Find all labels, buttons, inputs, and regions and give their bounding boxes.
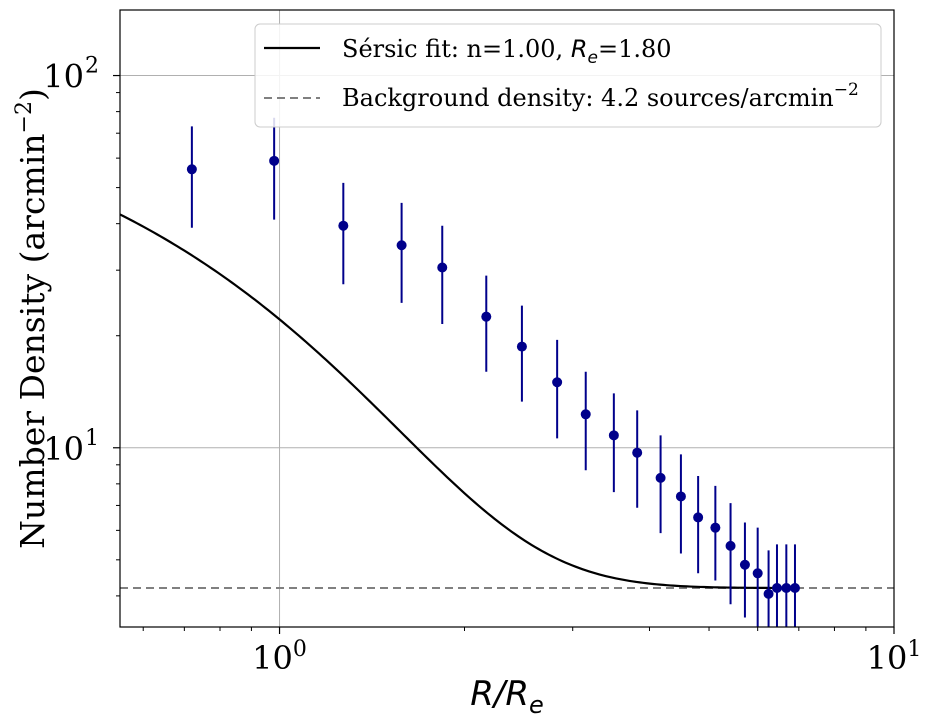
y-tick-label-0: 10 <box>43 430 84 468</box>
data-point-2 <box>338 220 349 231</box>
x-tick-label-exp: 1 <box>907 637 921 662</box>
x-axis-label-base: R/R <box>470 674 529 714</box>
data-point-3 <box>396 240 407 251</box>
x-tick-label-0: 100 <box>252 637 307 677</box>
legend-fit-label-sub: e <box>588 48 598 68</box>
y-tick-label-base: 10 <box>43 430 84 468</box>
y-tick-label-exp-1: 2 <box>85 54 99 79</box>
legend-background-label-main: Background density: 4.2 sources/arcmin <box>342 84 834 112</box>
data-point-15 <box>725 540 736 551</box>
legend-fit-label-prefix: Sérsic fit: n=1.00, <box>342 35 571 63</box>
data-point-14 <box>710 522 721 533</box>
x-tick-label-1: 101 <box>867 637 922 677</box>
data-point-7 <box>552 377 563 388</box>
x-axis-label: R/Re <box>470 674 543 719</box>
x-tick-label-base: 10 <box>867 639 908 677</box>
y-tick-label-1: 10 <box>43 58 84 96</box>
legend: Sérsic fit: n=1.00, Re=1.80 Background d… <box>254 23 882 128</box>
data-point-6 <box>516 341 527 352</box>
x-axis-label-sub: e <box>529 691 544 719</box>
legend-background-label-exp: −2 <box>834 80 859 100</box>
data-point-4 <box>437 262 448 273</box>
data-point-10 <box>632 447 643 458</box>
data-point-19 <box>771 583 782 594</box>
data-point-13 <box>693 512 704 523</box>
y-axis-label: Number Density (arcmin−2) <box>12 88 52 549</box>
data-point-9 <box>608 430 619 441</box>
y-tick-label-base: 10 <box>43 58 84 96</box>
y-axis-label-main: Number Density (arcmin <box>13 133 52 548</box>
legend-box <box>254 23 882 128</box>
data-point-5 <box>481 311 492 322</box>
y-axis-label-close: ) <box>13 88 52 101</box>
data-point-21 <box>789 583 800 594</box>
data-point-8 <box>580 409 591 420</box>
legend-fit-label-var: R <box>571 35 588 63</box>
data-point-16 <box>739 559 750 570</box>
legend-fit-label: Sérsic fit: n=1.00, Re=1.80 <box>342 35 672 68</box>
legend-fit-label-suffix: =1.80 <box>598 35 672 63</box>
data-point-11 <box>655 472 666 483</box>
y-tick-label-exp-0: 1 <box>85 426 99 451</box>
x-tick-label-exp: 0 <box>293 637 307 662</box>
sersic-fit-curve <box>119 213 795 590</box>
data-points <box>186 117 800 627</box>
data-point-0 <box>186 164 197 175</box>
data-point-18 <box>763 588 774 599</box>
y-axis-label-exp: −2 <box>12 101 37 133</box>
data-point-20 <box>781 583 792 594</box>
data-point-17 <box>752 568 763 579</box>
plot-frame <box>119 9 895 628</box>
x-tick-label-base: 10 <box>252 639 293 677</box>
legend-background-label: Background density: 4.2 sources/arcmin−2 <box>342 80 859 112</box>
data-point-1 <box>269 155 280 166</box>
data-point-12 <box>675 491 686 502</box>
